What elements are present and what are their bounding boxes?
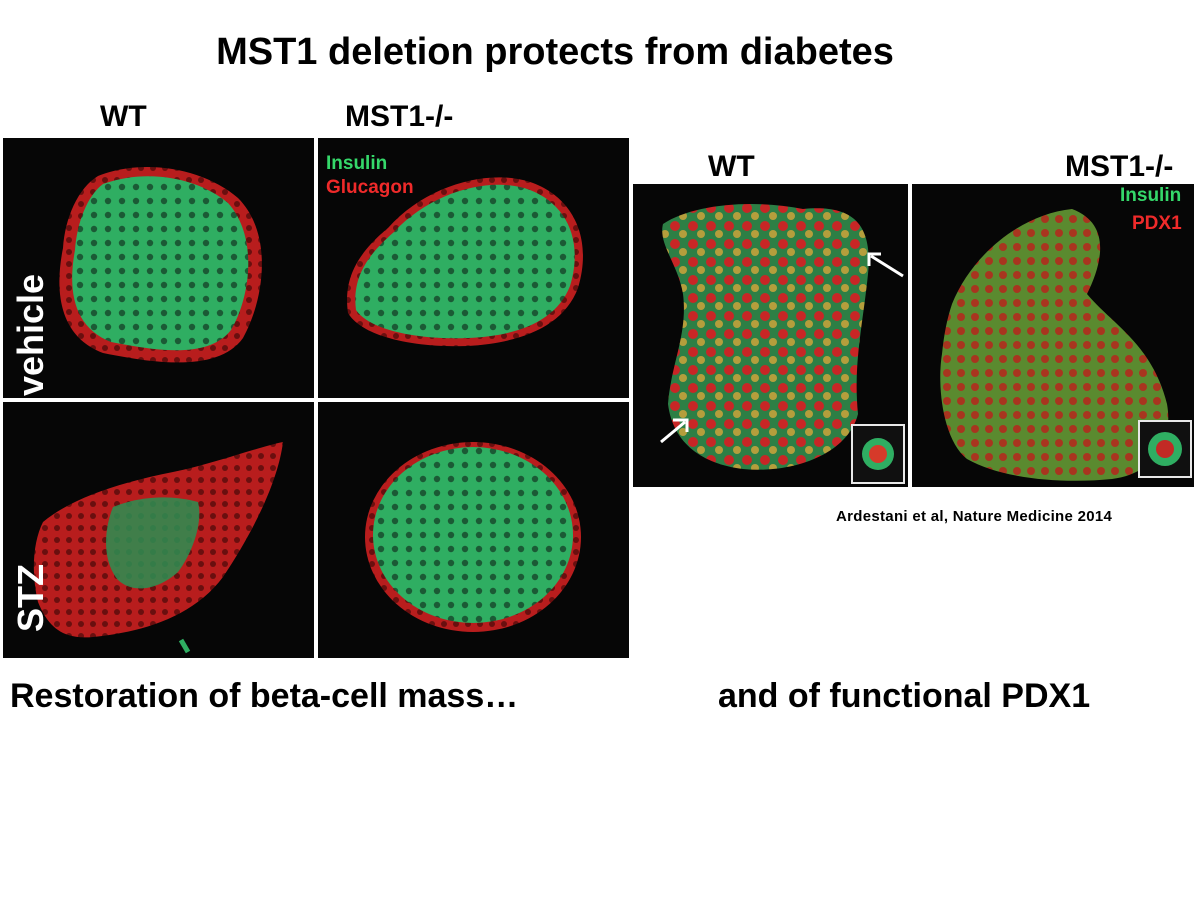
- islet-image: [662, 204, 869, 470]
- arrow-icon: [867, 252, 904, 278]
- cell-inset: [1138, 420, 1192, 478]
- islet-image: [940, 209, 1169, 481]
- left-column-label-wt: WT: [100, 100, 147, 133]
- islet-image: [365, 442, 581, 632]
- cell-inset: [851, 424, 905, 484]
- micrograph-mst1-pdx1: Insulin PDX1: [912, 184, 1194, 487]
- micrograph-mst1-vehicle: Insulin Glucagon: [318, 138, 629, 398]
- caption-right: and of functional PDX1: [718, 677, 1091, 715]
- right-column-label-mst1: MST1-/-: [1065, 150, 1174, 183]
- legend-insulin: Insulin: [326, 153, 388, 174]
- islet-image: [59, 167, 262, 363]
- row-label-vehicle: vehicle: [10, 273, 51, 396]
- legend-insulin: Insulin: [1120, 185, 1182, 206]
- right-column-label-wt: WT: [708, 150, 755, 183]
- legend-glucagon: Glucagon: [326, 177, 414, 198]
- micrograph-mst1-stz: [318, 402, 629, 658]
- legend-pdx1: PDX1: [1132, 213, 1182, 234]
- slide-title: MST1 deletion protects from diabetes: [216, 31, 894, 73]
- islet-image: [33, 442, 283, 654]
- micrograph-wt-stz: STZ: [3, 402, 314, 658]
- arrow-icon: [660, 418, 689, 444]
- citation: Ardestani et al, Nature Medicine 2014: [836, 508, 1113, 525]
- left-column-label-mst1: MST1-/-: [345, 100, 454, 133]
- islet-image: [347, 177, 583, 347]
- micrograph-wt-pdx1: [633, 184, 908, 487]
- caption-left: Restoration of beta-cell mass…: [10, 677, 519, 715]
- micrograph-wt-vehicle: vehicle: [3, 138, 314, 398]
- row-label-stz: STZ: [10, 564, 51, 632]
